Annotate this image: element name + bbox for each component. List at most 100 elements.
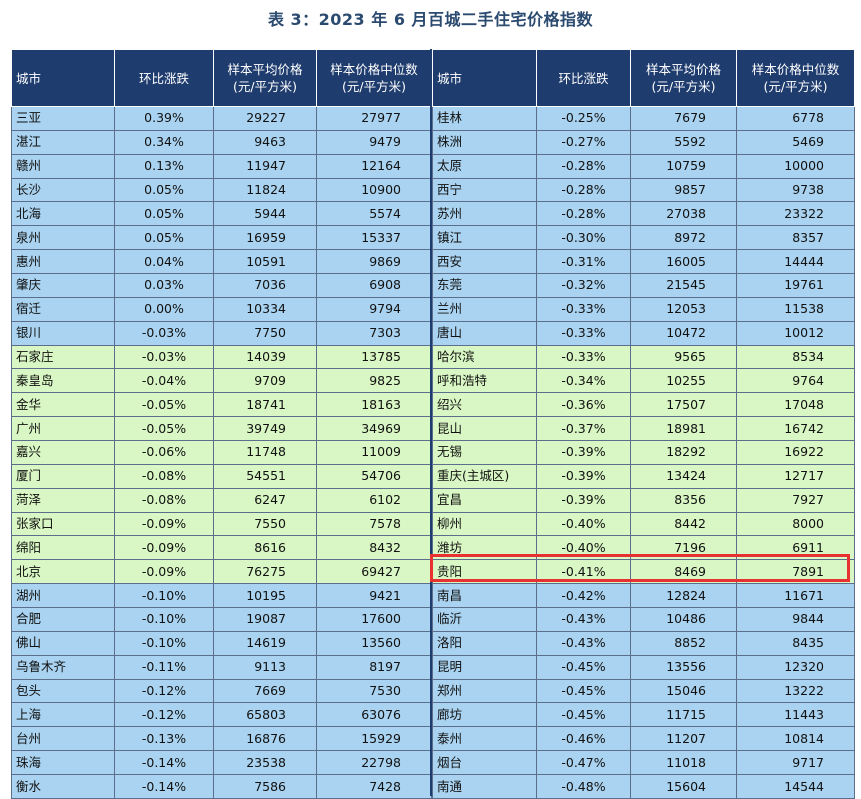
city-cell: 张家口 bbox=[11, 511, 115, 537]
median-price-cell: 19761 bbox=[736, 273, 855, 298]
avg-price-cell: 7550 bbox=[213, 511, 317, 537]
city-cell: 合肥 bbox=[11, 607, 115, 632]
table-row: 绍兴 -0.36% 17507 17048 bbox=[432, 392, 855, 418]
median-price-cell: 9738 bbox=[736, 177, 855, 203]
change-cell: -0.09% bbox=[114, 559, 214, 585]
table-row: 兰州 -0.33% 12053 11538 bbox=[432, 296, 855, 322]
table-row: 张家口 -0.09% 7550 7578 bbox=[11, 511, 432, 537]
change-cell: -0.40% bbox=[536, 535, 631, 561]
table-row: 东莞 -0.32% 21545 19761 bbox=[432, 273, 855, 298]
table-row: 昆明 -0.45% 13556 12320 bbox=[432, 654, 855, 680]
city-cell: 呼和浩特 bbox=[432, 368, 537, 394]
change-cell: -0.12% bbox=[114, 678, 214, 704]
change-cell: -0.34% bbox=[536, 368, 631, 394]
avg-price-cell: 9565 bbox=[630, 344, 737, 370]
change-cell: -0.33% bbox=[536, 320, 631, 346]
change-cell: -0.40% bbox=[536, 511, 631, 537]
table-row: 乌鲁木齐 -0.11% 9113 8197 bbox=[11, 654, 432, 680]
city-cell: 无锡 bbox=[432, 440, 537, 465]
city-cell: 唐山 bbox=[432, 320, 537, 346]
table-row: 台州 -0.13% 16876 15929 bbox=[11, 726, 432, 752]
table-row: 泰州 -0.46% 11207 10814 bbox=[432, 726, 855, 752]
city-cell: 洛阳 bbox=[432, 630, 537, 656]
avg-price-cell: 15604 bbox=[630, 774, 737, 799]
price-index-tables: 城市 环比涨跌 样本平均价格 (元/平方米) 样本价格中位数 (元/平方米) 三亚 0… bbox=[11, 49, 855, 799]
median-price-cell: 9794 bbox=[316, 296, 432, 322]
city-cell: 厦门 bbox=[11, 463, 115, 489]
city-cell: 秦皇岛 bbox=[11, 368, 115, 394]
table-row: 秦皇岛 -0.04% 9709 9825 bbox=[11, 368, 432, 394]
table-row: 苏州 -0.28% 27038 23322 bbox=[432, 201, 855, 227]
median-price-cell: 54706 bbox=[316, 463, 432, 489]
change-cell: -0.46% bbox=[536, 726, 631, 752]
city-cell: 北京 bbox=[11, 559, 115, 585]
median-price-cell: 7303 bbox=[316, 320, 432, 346]
avg-price-cell: 7669 bbox=[213, 678, 317, 704]
avg-price-cell: 12824 bbox=[630, 583, 737, 609]
table-row: 金华 -0.05% 18741 18163 bbox=[11, 392, 432, 418]
median-price-cell: 6911 bbox=[736, 535, 855, 561]
median-price-cell: 8000 bbox=[736, 511, 855, 537]
median-price-cell: 6778 bbox=[736, 106, 855, 131]
median-price-cell: 13560 bbox=[316, 630, 432, 656]
avg-price-cell: 14039 bbox=[213, 344, 317, 370]
median-price-cell: 27977 bbox=[316, 106, 432, 131]
table-row: 赣州 0.13% 11947 12164 bbox=[11, 153, 432, 179]
avg-price-cell: 11947 bbox=[213, 153, 317, 179]
change-cell: 0.05% bbox=[114, 225, 214, 251]
avg-price-cell: 9113 bbox=[213, 654, 317, 680]
median-price-cell: 9825 bbox=[316, 368, 432, 394]
change-cell: 0.39% bbox=[114, 106, 214, 131]
avg-price-cell: 65803 bbox=[213, 702, 317, 728]
median-price-cell: 11538 bbox=[736, 296, 855, 322]
avg-price-cell: 10486 bbox=[630, 607, 737, 632]
median-price-cell: 6102 bbox=[316, 487, 432, 513]
city-cell: 哈尔滨 bbox=[432, 344, 537, 370]
avg-price-cell: 13424 bbox=[630, 463, 737, 489]
median-price-cell: 13785 bbox=[316, 344, 432, 370]
city-cell: 兰州 bbox=[432, 296, 537, 322]
avg-price-cell: 8442 bbox=[630, 511, 737, 537]
table-row: 北京 -0.09% 76275 69427 bbox=[11, 559, 432, 585]
city-cell: 乌鲁木齐 bbox=[11, 654, 115, 680]
table-row: 南昌 -0.42% 12824 11671 bbox=[432, 583, 855, 609]
left-price-table: 城市 环比涨跌 样本平均价格 (元/平方米) 样本价格中位数 (元/平方米) 三亚 0… bbox=[11, 49, 432, 799]
city-cell: 宜昌 bbox=[432, 487, 537, 513]
avg-price-cell: 29227 bbox=[213, 106, 317, 131]
city-cell: 上海 bbox=[11, 702, 115, 728]
city-cell: 西安 bbox=[432, 249, 537, 275]
median-price-cell: 14444 bbox=[736, 249, 855, 275]
avg-price-cell: 11824 bbox=[213, 177, 317, 203]
avg-price-cell: 5592 bbox=[630, 129, 737, 155]
median-price-cell: 7891 bbox=[736, 559, 855, 585]
change-cell: -0.45% bbox=[536, 654, 631, 680]
change-cell: -0.27% bbox=[536, 129, 631, 155]
city-cell: 太原 bbox=[432, 153, 537, 179]
avg-price-cell: 76275 bbox=[213, 559, 317, 585]
city-cell: 包头 bbox=[11, 678, 115, 704]
table-row: 三亚 0.39% 29227 27977 bbox=[11, 106, 432, 131]
median-price-cell: 6908 bbox=[316, 273, 432, 298]
change-cell: -0.14% bbox=[114, 750, 214, 776]
median-price-cell: 8534 bbox=[736, 344, 855, 370]
median-price-cell: 9421 bbox=[316, 583, 432, 609]
avg-price-cell: 7586 bbox=[213, 774, 317, 799]
table-row: 贵阳 -0.41% 8469 7891 bbox=[432, 559, 855, 585]
median-price-cell: 22798 bbox=[316, 750, 432, 776]
city-cell: 镇江 bbox=[432, 225, 537, 251]
city-cell: 佛山 bbox=[11, 630, 115, 656]
table-row: 镇江 -0.30% 8972 8357 bbox=[432, 225, 855, 251]
avg-price-cell: 7679 bbox=[630, 106, 737, 131]
avg-price-cell: 11207 bbox=[630, 726, 737, 752]
city-cell: 三亚 bbox=[11, 106, 115, 131]
avg-price-cell: 11715 bbox=[630, 702, 737, 728]
city-cell: 苏州 bbox=[432, 201, 537, 227]
median-price-cell: 10000 bbox=[736, 153, 855, 179]
table-row: 烟台 -0.47% 11018 9717 bbox=[432, 750, 855, 776]
change-cell: -0.10% bbox=[114, 630, 214, 656]
change-cell: 0.34% bbox=[114, 129, 214, 155]
change-cell: 0.03% bbox=[114, 273, 214, 298]
avg-price-cell: 7036 bbox=[213, 273, 317, 298]
change-cell: -0.04% bbox=[114, 368, 214, 394]
page-title: 表 3：2023 年 6 月百城二手住宅价格指数 bbox=[267, 10, 594, 29]
